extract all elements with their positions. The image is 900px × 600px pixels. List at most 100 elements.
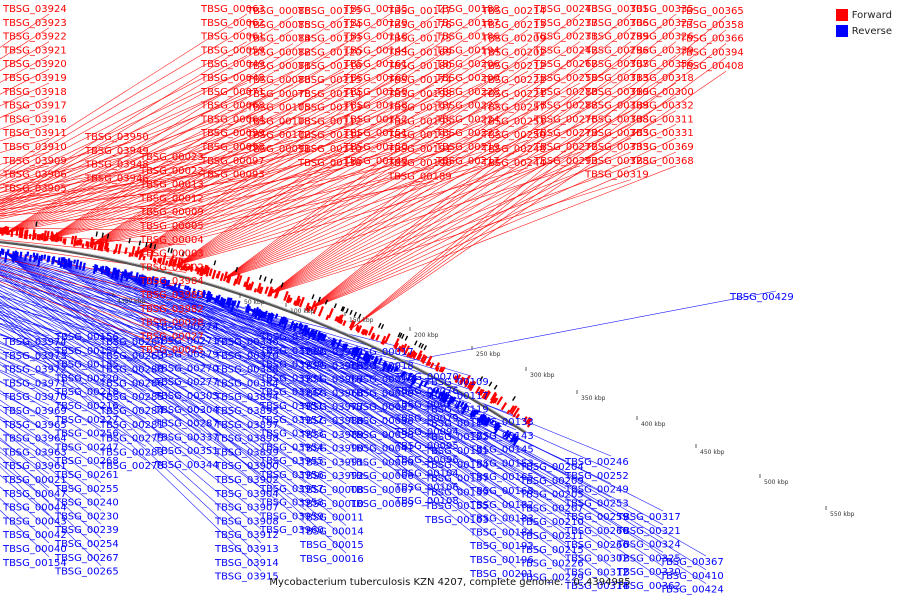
forward-gene-block — [375, 334, 380, 341]
forward-gene-block — [196, 267, 201, 275]
reverse-gene-block — [35, 253, 39, 261]
reverse-gene-label: TBSG_00122 — [424, 432, 489, 443]
reverse-gene-label: TBSG_00145 — [469, 445, 534, 456]
forward-leader-line — [89, 139, 435, 246]
reverse-gene-label: TBSG_00014 — [299, 526, 364, 537]
reverse-gene-label: TBSG_00286 — [99, 378, 164, 389]
reverse-gene-block — [0, 248, 4, 254]
forward-gene-label: TBSG_00174 — [387, 75, 452, 86]
forward-gene-label: TBSG_00097 — [200, 156, 265, 167]
forward-gene-label: TBSG_00093 — [200, 170, 265, 181]
reverse-gene-label: TBSG_03963 — [2, 447, 67, 458]
reverse-gene-block — [266, 312, 272, 323]
reverse-leader-line — [0, 292, 262, 461]
reverse-gene-label: TBSG_00155 — [424, 501, 489, 512]
reverse-leader-line — [290, 322, 664, 567]
reverse-gene-label: TBSG_03956 — [259, 470, 324, 481]
forward-leader-line — [5, 112, 345, 234]
forward-gene-block — [89, 236, 94, 248]
gene-marker — [311, 294, 315, 300]
forward-gene-block — [74, 240, 78, 246]
forward-gene-label: TBSG_00193 — [387, 130, 452, 141]
forward-gene-block — [128, 252, 132, 258]
reverse-gene-label: TBSG_00321 — [616, 526, 681, 537]
reverse-gene-label: TBSG_00362 — [616, 581, 681, 592]
reverse-gene-label: TBSG_00015 — [299, 540, 364, 551]
forward-gene-label: TBSG_00280 — [533, 87, 598, 98]
forward-gene-label: TBSG_00309 — [584, 101, 649, 112]
reverse-leader-line — [0, 456, 102, 553]
forward-leader-line — [89, 84, 435, 246]
reverse-gene-label: TBSG_00424 — [659, 585, 724, 596]
forward-leader-line — [176, 57, 529, 266]
forward-gene-label: TBSG_00262 — [533, 59, 598, 70]
forward-gene-block — [453, 375, 458, 380]
reverse-leader-line — [160, 281, 517, 527]
forward-gene-block — [244, 276, 251, 288]
forward-gene-block — [169, 255, 175, 267]
reverse-gene-block — [161, 278, 166, 286]
forward-gene-block — [406, 352, 411, 358]
reverse-gene-label: TBSG_00077 — [394, 400, 459, 411]
forward-gene-block — [117, 243, 122, 255]
reverse-gene-block — [505, 431, 512, 440]
forward-leader-line — [89, 70, 435, 246]
forward-gene-label: TBSG_00129 — [343, 18, 408, 29]
forward-leader-line — [0, 126, 294, 216]
forward-gene-label: TBSG_00231 — [533, 32, 598, 43]
reverse-leader-line — [205, 293, 567, 572]
reverse-leader-line — [0, 361, 102, 415]
forward-leader-line — [5, 126, 345, 234]
reverse-gene-block — [82, 262, 86, 271]
forward-leader-line — [134, 27, 483, 255]
reverse-leader-line — [5, 252, 347, 443]
gene-marker — [378, 322, 382, 328]
reverse-gene-block — [447, 396, 455, 408]
forward-gene-block — [243, 281, 247, 288]
reverse-gene-label: TBSG_03969 — [2, 406, 67, 417]
reverse-gene-label: TBSG_00367 — [659, 557, 724, 568]
gene-marker — [149, 243, 153, 249]
forward-gene-label: TBSG_00103 — [246, 116, 311, 127]
reverse-gene-label: TBSG_03902 — [214, 475, 279, 486]
reverse-gene-label: TBSG_00133 — [469, 417, 534, 428]
reverse-gene-label: TBSG_00410 — [659, 571, 724, 582]
reverse-gene-label: TBSG_00143 — [469, 431, 534, 442]
forward-leader-line — [48, 124, 391, 239]
forward-gene-block — [247, 283, 252, 291]
forward-leader-line — [0, 124, 248, 201]
reverse-gene-block — [113, 267, 117, 275]
forward-gene-label: TBSG_00116 — [297, 61, 362, 72]
forward-gene-label: TBSG_00209 — [481, 34, 546, 45]
reverse-gene-label: TBSG_03930 — [259, 360, 324, 371]
forward-gene-label: TBSG_03916 — [2, 114, 67, 125]
forward-gene-label: TBSG_03909 — [2, 156, 67, 167]
reverse-gene-label: TBSG_00157 — [54, 346, 119, 357]
forward-gene-label: TBSG_00331 — [629, 128, 694, 139]
forward-gene-block — [463, 375, 471, 386]
forward-gene-block — [304, 302, 310, 311]
gene-marker — [167, 247, 171, 253]
reverse-gene-label: TBSG_00060 — [349, 457, 414, 468]
forward-leader-line — [48, 55, 391, 239]
forward-gene-block — [10, 230, 14, 237]
reverse-gene-label: TBSG_00040 — [2, 544, 67, 555]
reverse-gene-label: TBSG_00211 — [519, 531, 584, 542]
forward-gene-label: TBSG_00002 — [139, 262, 204, 273]
forward-gene-label: TBSG_00197 — [387, 103, 452, 114]
forward-gene-block — [310, 300, 317, 312]
forward-leader-line — [353, 15, 727, 328]
forward-gene-label: TBSG_00112 — [297, 116, 362, 127]
reverse-gene-label: TBSG_00265 — [54, 567, 119, 578]
reverse-gene-block — [393, 365, 399, 373]
reverse-gene-block — [366, 354, 373, 365]
reverse-leader-line — [0, 273, 307, 511]
forward-leader-line — [269, 179, 632, 295]
reverse-gene-block — [202, 291, 206, 299]
forward-gene-label: TBSG_00160 — [343, 73, 408, 84]
reverse-gene-label: TBSG_00163 — [424, 515, 489, 526]
reverse-gene-label: TBSG_00016 — [299, 554, 364, 565]
reverse-gene-block — [341, 343, 346, 349]
forward-gene-label: TBSG_00071 — [200, 87, 265, 98]
forward-gene-label: TBSG_00222 — [481, 75, 546, 86]
